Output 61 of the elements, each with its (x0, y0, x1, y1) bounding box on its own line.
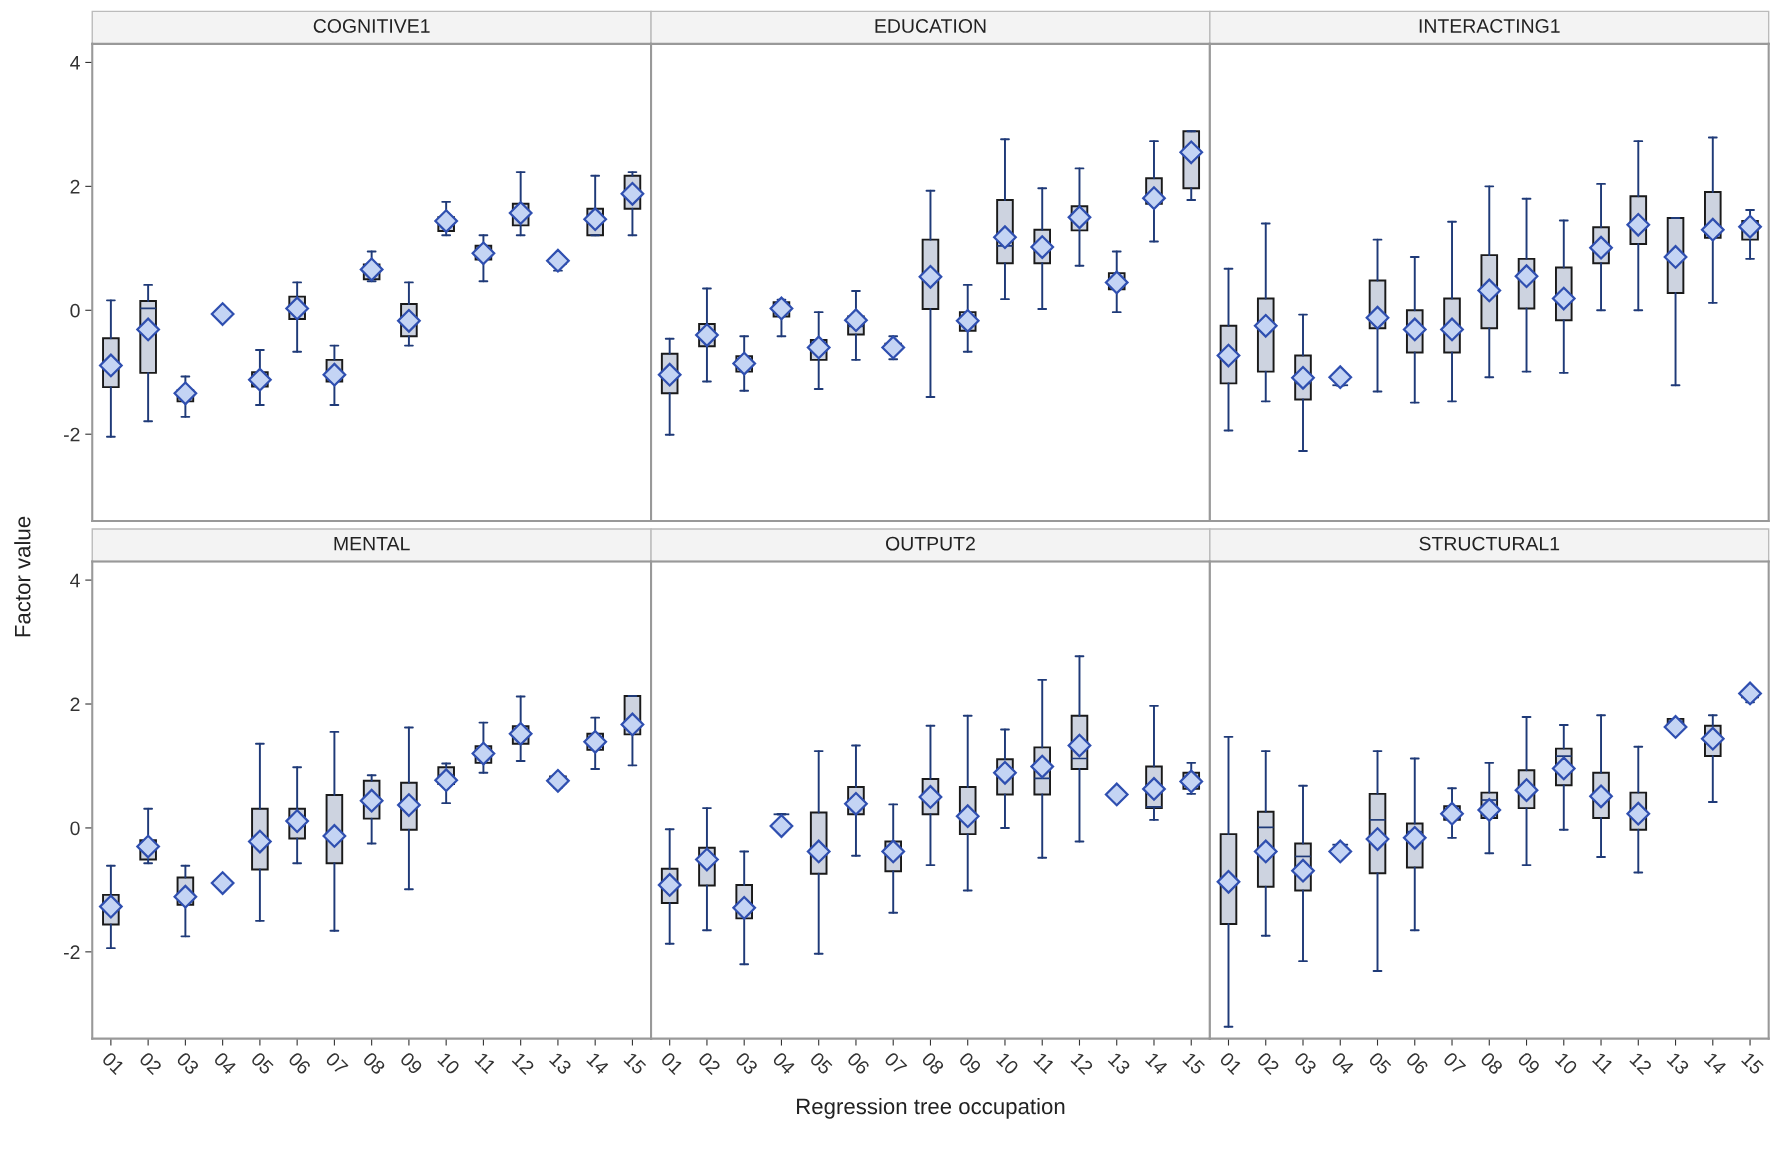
chart-title: OUTPUT2 (886, 536, 975, 551)
x-tick-label: 08 (920, 1051, 945, 1076)
y-tick-label: 2 (70, 697, 80, 712)
x-tick-label: 01 (660, 1051, 684, 1076)
x-tick-label: 02 (697, 1051, 722, 1076)
x-tick-label: 07 (1442, 1051, 1467, 1076)
x-tick-label: 04 (213, 1051, 238, 1076)
x-tick-label: 05 (250, 1051, 275, 1076)
x-tick-label: 13 (1107, 1051, 1132, 1076)
x-tick-label: 06 (287, 1051, 312, 1076)
x-tick-label: 13 (548, 1051, 573, 1076)
x-tick-label: 03 (734, 1051, 759, 1076)
x-tick-label: 03 (175, 1051, 200, 1076)
x-tick-label: 09 (1516, 1051, 1541, 1076)
x-tick-label: 08 (362, 1051, 386, 1076)
x-tick-label: 09 (399, 1051, 424, 1076)
x-tick-label: 15 (1741, 1051, 1765, 1076)
x-tick-label: 14 (1703, 1051, 1728, 1076)
x-tick-label: 05 (1367, 1051, 1392, 1076)
x-tick-label: 01 (101, 1051, 126, 1076)
x-tick-label: 11 (474, 1051, 497, 1074)
y-tick-label: 0 (70, 821, 80, 836)
x-tick-label: 07 (324, 1051, 349, 1076)
y-axis-title: Factor value (14, 516, 31, 637)
y-tick-label: -2 (64, 945, 80, 959)
y-tick-label: 0 (70, 303, 80, 318)
x-tick-label: 02 (138, 1051, 163, 1076)
x-tick-label: 04 (771, 1051, 796, 1076)
x-tick-label: 14 (586, 1051, 610, 1076)
y-tick-label: -2 (64, 427, 80, 442)
x-tick-label: 09 (958, 1051, 982, 1076)
x-axis-title: Regression tree occupation (797, 1097, 1065, 1119)
x-tick-label: 03 (1293, 1051, 1318, 1076)
x-tick-label: 01 (1218, 1051, 1243, 1076)
x-tick-label: 04 (1330, 1051, 1355, 1076)
x-tick-label: 05 (809, 1051, 834, 1076)
chart-title: INTERACTING1 (1419, 19, 1560, 33)
x-tick-label: 10 (1554, 1051, 1579, 1076)
x-tick-label: 10 (995, 1051, 1020, 1076)
x-tick-label: 08 (1479, 1051, 1504, 1076)
chart-title: MENTAL (334, 536, 410, 551)
y-tick-label: 4 (70, 573, 80, 588)
x-tick-label: 11 (1592, 1051, 1615, 1074)
x-tick-label: 15 (1182, 1051, 1206, 1076)
x-tick-label: 06 (1405, 1051, 1430, 1076)
x-tick-label: 15 (623, 1051, 647, 1076)
x-tick-label: 12 (1629, 1051, 1653, 1075)
chart-title: COGNITIVE1 (313, 19, 430, 33)
y-tick-label: 4 (70, 56, 80, 70)
x-tick-label: 14 (1145, 1051, 1169, 1076)
x-tick-label: 12 (1070, 1051, 1094, 1075)
chart-title: EDUCATION (875, 19, 986, 33)
x-tick-label: 11 (1033, 1051, 1056, 1074)
x-tick-label: 12 (511, 1051, 535, 1075)
x-tick-label: 13 (1666, 1051, 1690, 1076)
x-tick-label: 07 (883, 1051, 908, 1076)
x-tick-label: 02 (1256, 1051, 1280, 1076)
chart-title: STRUCTURAL1 (1419, 536, 1560, 551)
y-tick-label: 2 (70, 179, 80, 194)
x-tick-label: 06 (846, 1051, 871, 1076)
x-tick-label: 10 (437, 1051, 461, 1076)
